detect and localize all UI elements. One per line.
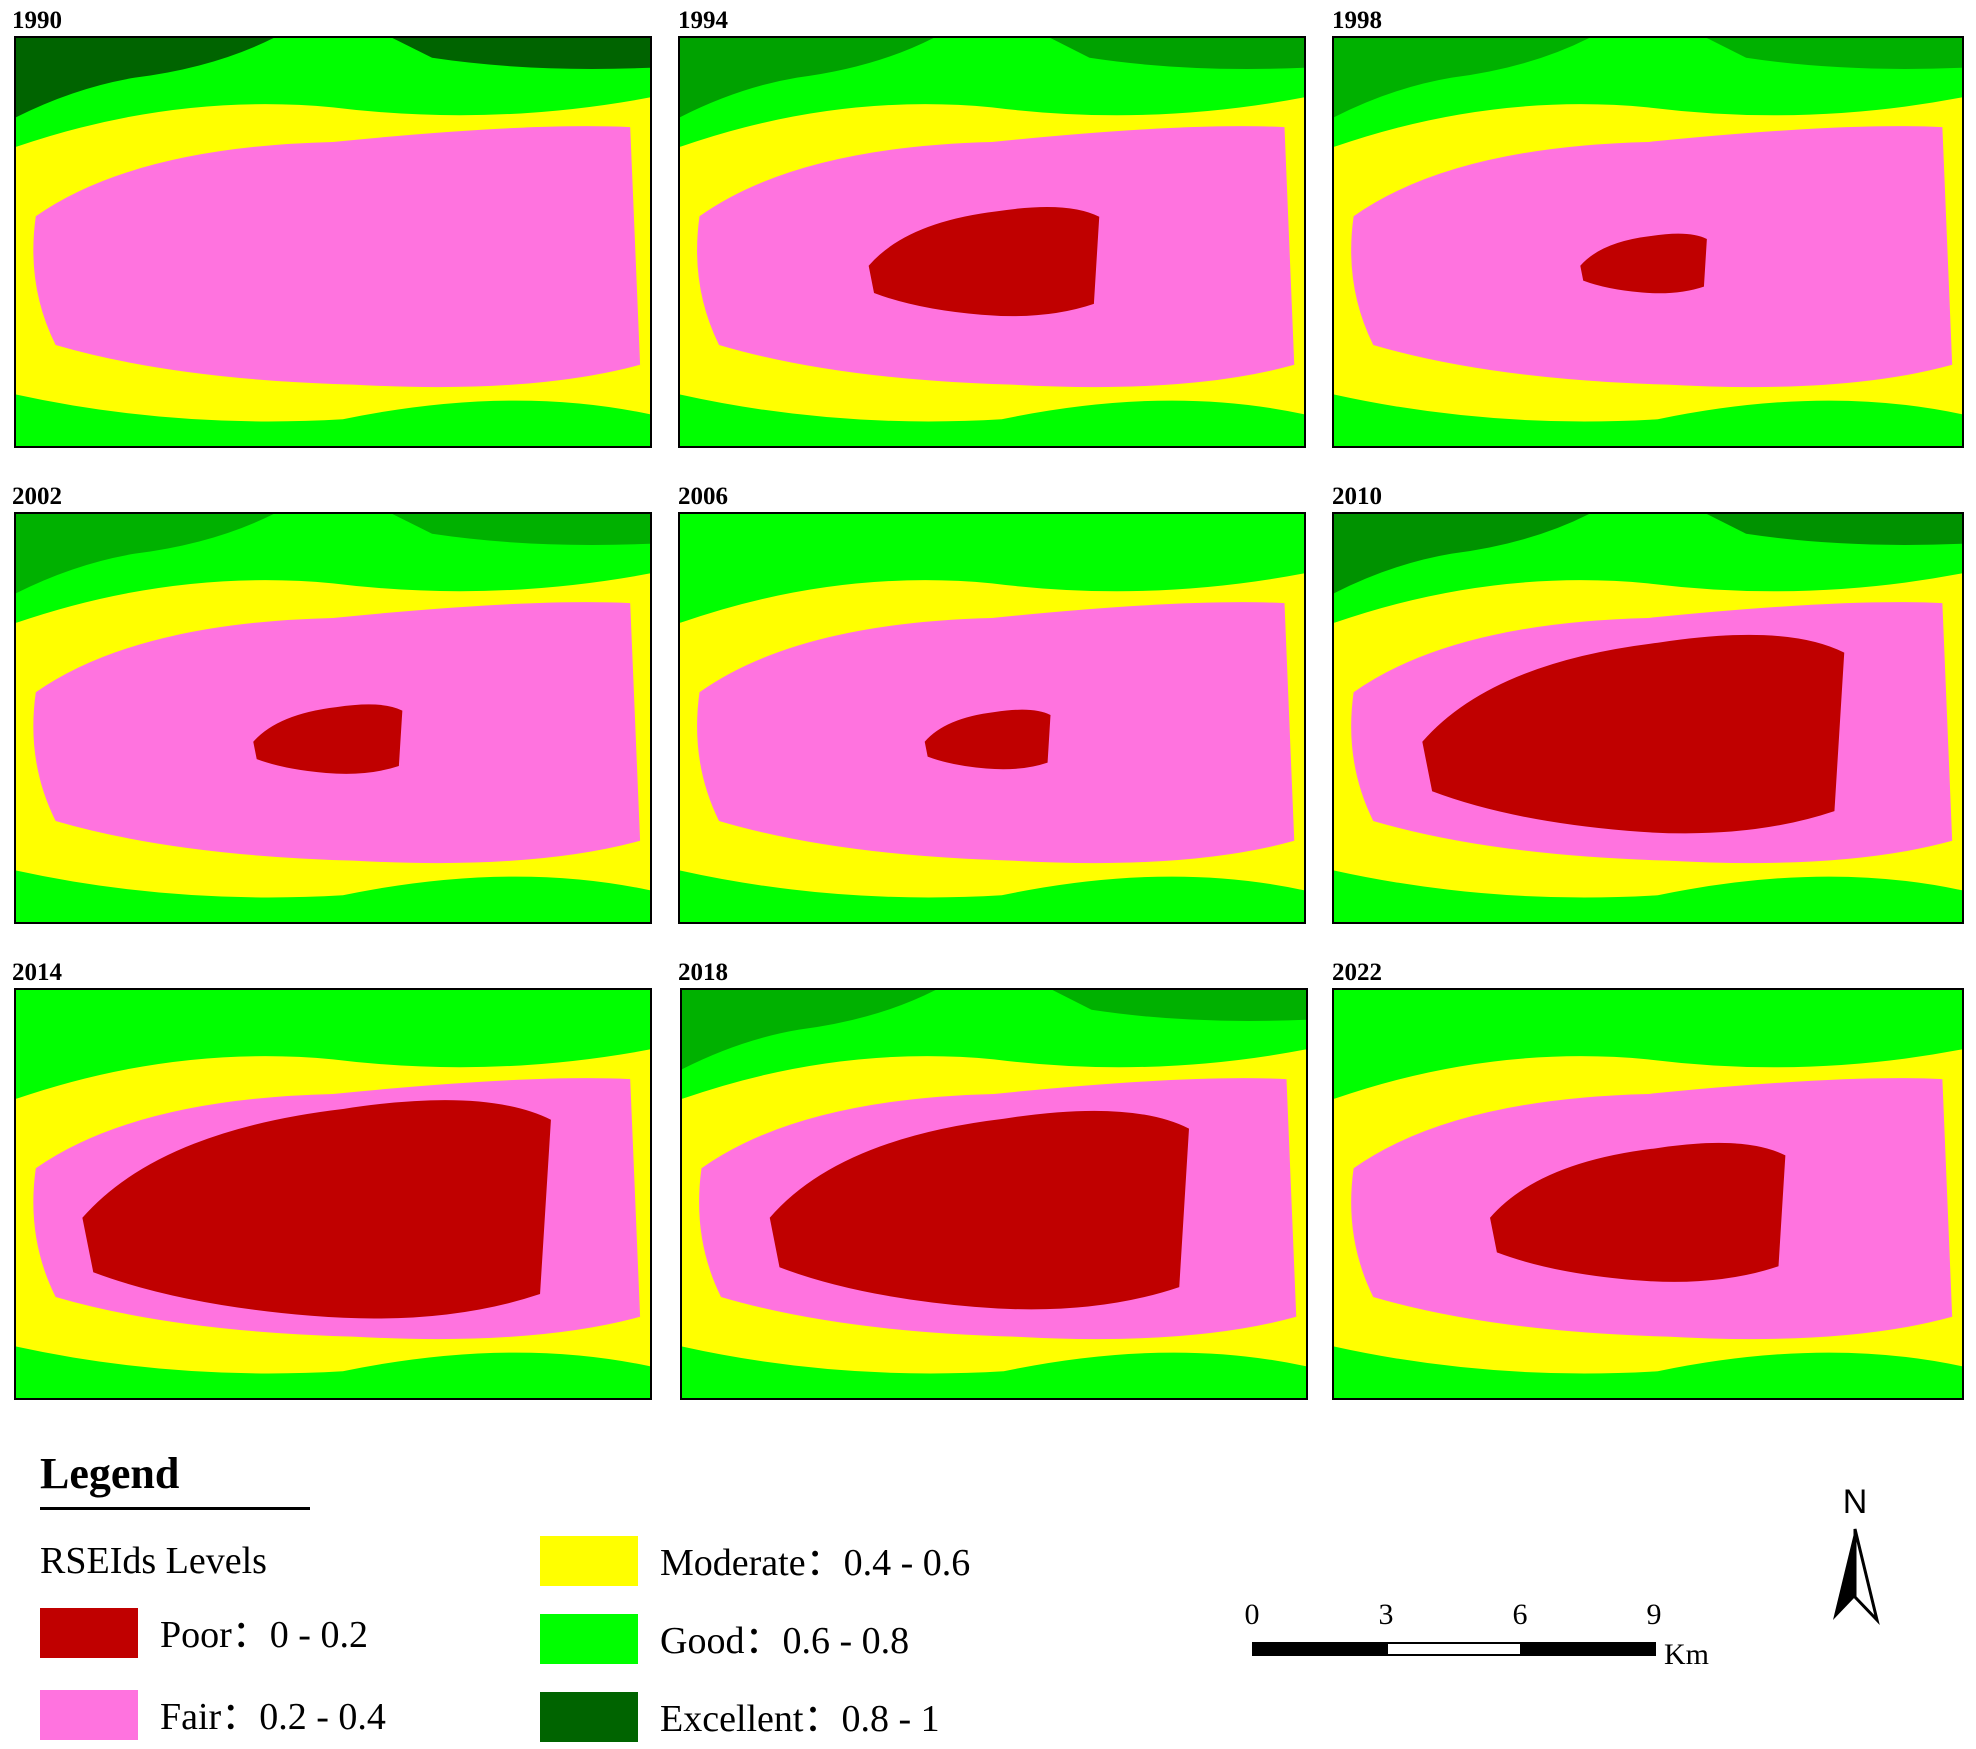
rsei-map xyxy=(1332,988,1964,1400)
panel-year-label: 1998 xyxy=(1332,7,1382,34)
legend-swatch xyxy=(540,1692,638,1742)
legend-swatch xyxy=(40,1690,138,1740)
legend-label: Fair：0.2 - 0.4 xyxy=(160,1696,386,1738)
rsei-map xyxy=(14,36,652,448)
map-raster xyxy=(16,38,650,446)
panel-year-label: 1994 xyxy=(678,7,728,34)
panel-year-label: 2010 xyxy=(1332,483,1382,510)
legend-swatch xyxy=(540,1536,638,1586)
scale-segment xyxy=(1520,1642,1656,1656)
map-raster xyxy=(16,514,650,922)
legend-label: Excellent：0.8 - 1 xyxy=(660,1698,940,1740)
rsei-map xyxy=(678,512,1306,924)
map-raster xyxy=(680,38,1304,446)
rsei-map xyxy=(14,988,652,1400)
rsei-map xyxy=(680,988,1308,1400)
north-label: N xyxy=(1842,1483,1868,1521)
scale-bar: 0 3 6 9 Km xyxy=(1240,1600,1720,1680)
panel-year-label: 2018 xyxy=(678,959,728,986)
north-arrow: N xyxy=(1815,1483,1895,1626)
legend-swatch xyxy=(40,1608,138,1658)
rsei-map xyxy=(1332,36,1964,448)
panel-year-label: 2006 xyxy=(678,483,728,510)
scale-unit: Km xyxy=(1664,1638,1709,1671)
scale-tick-label: 9 xyxy=(1646,1598,1662,1631)
map-raster xyxy=(16,990,650,1398)
panel-year-label: 2014 xyxy=(12,959,62,986)
rsei-map xyxy=(14,512,652,924)
map-raster xyxy=(680,514,1304,922)
scale-tick-label: 0 xyxy=(1244,1598,1260,1631)
legend-swatch xyxy=(540,1614,638,1664)
map-raster xyxy=(682,990,1306,1398)
panel-year-label: 1990 xyxy=(12,7,62,34)
scale-segment xyxy=(1386,1642,1522,1656)
scale-tick-label: 6 xyxy=(1512,1598,1528,1631)
legend-label: Good：0.6 - 0.8 xyxy=(660,1620,910,1662)
legend-label: Moderate：0.4 - 0.6 xyxy=(660,1542,971,1584)
legend-label: Poor：0 - 0.2 xyxy=(160,1614,368,1656)
panel-year-label: 2022 xyxy=(1332,959,1382,986)
map-raster xyxy=(1334,990,1962,1398)
scale-segment xyxy=(1252,1642,1388,1656)
panel-year-label: 2002 xyxy=(12,483,62,510)
legend-title: Legend xyxy=(40,1449,180,1498)
legend-subtitle: RSEIds Levels xyxy=(40,1540,267,1582)
scale-tick-label: 3 xyxy=(1378,1598,1394,1631)
map-raster xyxy=(1334,38,1962,446)
rsei-map xyxy=(678,36,1306,448)
map-raster xyxy=(1334,514,1962,922)
rsei-map xyxy=(1332,512,1964,924)
legend-underline xyxy=(40,1507,310,1510)
north-arrow-icon xyxy=(1833,1528,1880,1626)
